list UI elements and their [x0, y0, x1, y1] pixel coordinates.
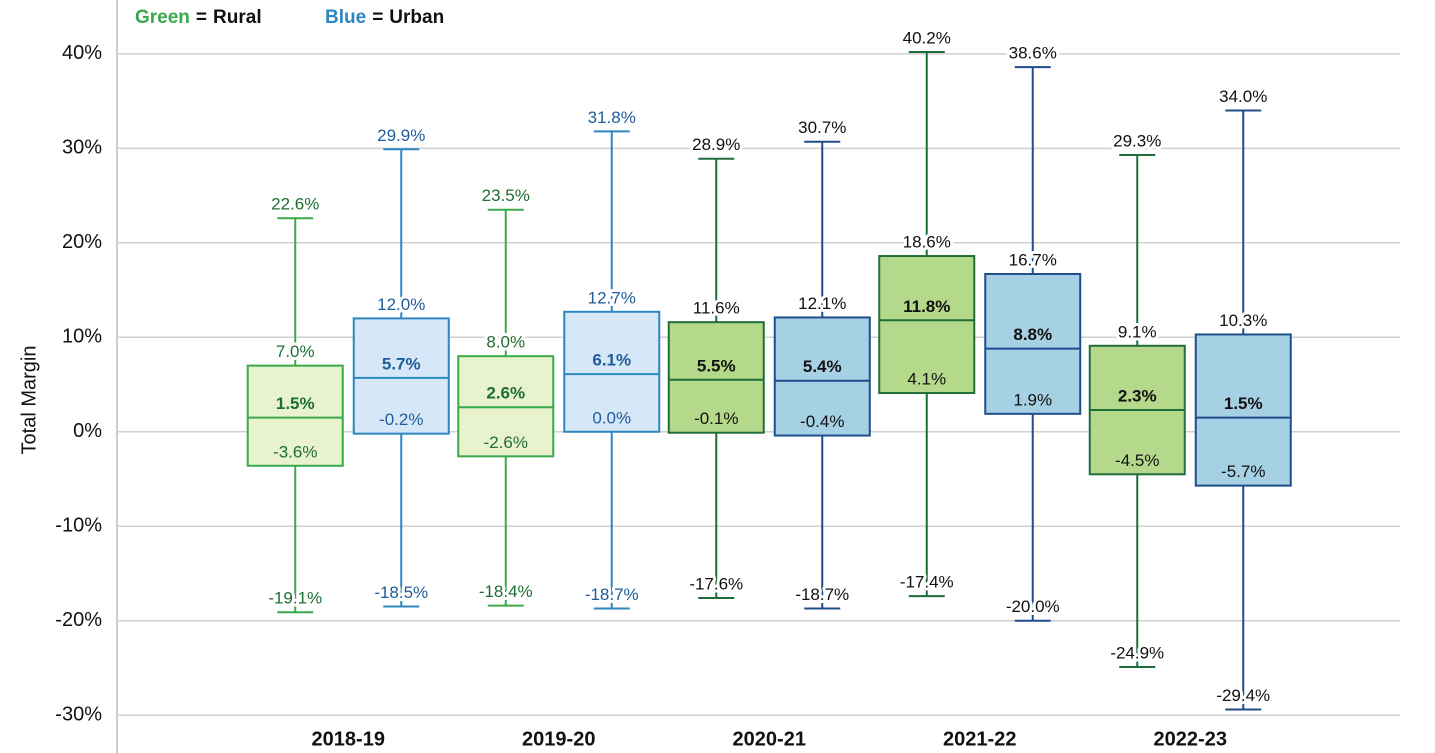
box [984, 272, 1082, 415]
box [667, 321, 765, 434]
value-label: -0.4% [800, 412, 844, 431]
value-label: 12.1% [798, 294, 846, 313]
box [878, 255, 976, 395]
legend-label: Rural [213, 7, 262, 28]
value-label: -20.0% [1006, 597, 1060, 616]
box [1194, 333, 1292, 487]
value-label: 34.0% [1219, 87, 1267, 106]
value-label: 12.0% [377, 295, 425, 314]
y-tick-label: -10% [55, 515, 102, 537]
box [563, 310, 661, 433]
value-label: 1.5% [276, 394, 315, 413]
value-label: 22.6% [271, 195, 319, 214]
value-label: 31.8% [588, 108, 636, 127]
value-label: 5.5% [697, 356, 736, 375]
y-tick-label: 10% [62, 326, 102, 348]
value-label: 0.0% [592, 408, 631, 427]
box [246, 364, 344, 467]
y-axis-label: Total Margin [18, 346, 40, 455]
value-label: -3.6% [273, 442, 317, 461]
y-tick-label: 30% [62, 137, 102, 159]
value-label: 8.0% [486, 333, 525, 352]
value-label: -2.6% [484, 433, 528, 452]
legend-separator: = [372, 7, 383, 28]
value-label: 40.2% [903, 28, 951, 47]
box [773, 316, 871, 437]
value-label: -19.1% [268, 589, 322, 608]
x-tick-label: 2020-21 [733, 728, 806, 750]
value-label: -4.5% [1115, 451, 1159, 470]
y-tick-label: -30% [55, 703, 102, 725]
value-label: 29.9% [377, 126, 425, 145]
value-label: 18.6% [903, 233, 951, 252]
legend-label: Urban [389, 7, 444, 28]
value-label: -17.6% [689, 575, 743, 594]
value-label: -18.7% [585, 585, 639, 604]
value-label: -5.7% [1221, 462, 1265, 481]
value-label: -29.4% [1216, 686, 1270, 705]
value-label: 16.7% [1009, 250, 1057, 269]
value-label: 1.9% [1013, 390, 1052, 409]
legend-color-word: Blue [325, 7, 366, 28]
value-label: 6.1% [592, 351, 631, 370]
value-label: 5.4% [803, 357, 842, 376]
value-label: -24.9% [1110, 644, 1164, 663]
value-label: 10.3% [1219, 311, 1267, 330]
value-label: -0.1% [694, 409, 738, 428]
legend-color-word: Green [135, 7, 190, 28]
value-label: -18.7% [795, 585, 849, 604]
value-label: 2.3% [1118, 387, 1157, 406]
value-label: 8.8% [1013, 325, 1052, 344]
value-label: 2.6% [486, 384, 525, 403]
value-label: 9.1% [1118, 322, 1157, 341]
x-tick-label: 2022-23 [1154, 728, 1227, 750]
value-label: -18.5% [374, 583, 428, 602]
y-tick-label: 20% [62, 231, 102, 253]
value-label: 11.6% [693, 299, 740, 318]
value-label: 4.1% [907, 370, 946, 389]
value-label: 1.5% [1224, 394, 1263, 413]
value-label: 11.8% [903, 297, 950, 316]
value-label: 12.7% [588, 288, 636, 307]
x-tick-label: 2019-20 [522, 728, 595, 750]
y-tick-label: 40% [62, 42, 102, 64]
legend-separator: = [196, 7, 207, 28]
value-label: 23.5% [482, 186, 530, 205]
x-tick-label: 2021-22 [943, 728, 1016, 750]
value-label: 38.6% [1009, 44, 1057, 63]
y-tick-label: -20% [55, 609, 102, 631]
value-label: 5.7% [382, 354, 421, 373]
value-label: 28.9% [692, 135, 740, 154]
value-label: 7.0% [276, 342, 315, 361]
y-tick-label: 0% [73, 420, 102, 442]
value-label: 30.7% [798, 118, 846, 137]
value-label: -0.2% [379, 410, 423, 429]
value-label: -18.4% [479, 582, 533, 601]
value-label: -17.4% [900, 573, 954, 592]
x-tick-label: 2018-19 [312, 728, 385, 750]
box [352, 317, 450, 435]
value-label: 29.3% [1113, 131, 1161, 150]
